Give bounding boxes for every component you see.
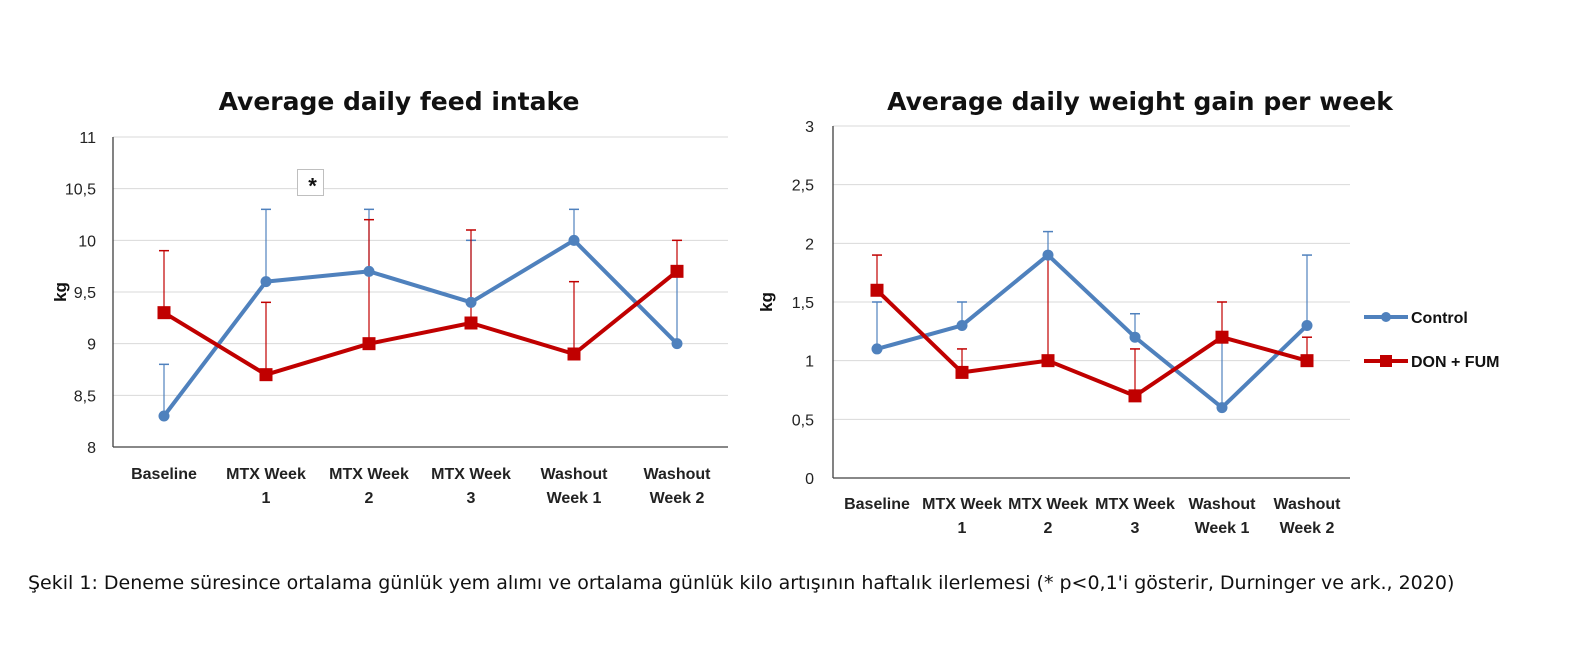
legend-marker: [1381, 312, 1391, 322]
y-tick-label: 0,5: [792, 412, 814, 429]
data-point: [157, 306, 171, 320]
x-tick-label: Washout: [541, 466, 609, 483]
series-line-control: [162, 238, 679, 418]
x-tick-label: 2: [365, 490, 374, 507]
data-point: [363, 265, 375, 277]
error-bars: [159, 208, 682, 416]
x-tick-label: Washout: [1189, 496, 1257, 513]
x-tick-label: Washout: [644, 466, 712, 483]
y-tick-label: 2,5: [792, 178, 814, 195]
x-tick-label: 1: [262, 490, 271, 507]
x-tick-label: 2: [1044, 520, 1053, 537]
y-axis-label: kg: [51, 282, 70, 302]
x-tick-label: MTX Week: [1095, 496, 1175, 513]
x-tick-label: Baseline: [131, 466, 197, 483]
y-tick-label: 3: [805, 119, 814, 136]
error-bars: [872, 230, 1312, 408]
x-tick-label: 3: [467, 490, 476, 507]
legend: Control DON + FUM: [1364, 310, 1499, 371]
x-tick-labels: Baseline MTX Week 1 MTX Week 2 MTX Week 3 Washo…: [131, 466, 711, 507]
grid-lines: [112, 136, 728, 448]
chart-title: Average daily weight gain per week: [887, 87, 1394, 116]
x-tick-label: MTX Week: [226, 466, 306, 483]
significance-marker: *: [308, 174, 317, 199]
data-point: [1042, 249, 1054, 261]
x-tick-label: 1: [958, 520, 967, 537]
y-tick-labels: 0 0,5 1 1,5 2 2,5 3: [792, 119, 814, 488]
data-point: [465, 296, 477, 308]
data-point: [1300, 354, 1314, 368]
legend-label: DON + FUM: [1411, 354, 1499, 371]
y-tick-label: 1,5: [792, 295, 814, 312]
x-tick-label: MTX Week: [431, 466, 511, 483]
chart-title: Average daily feed intake: [219, 87, 580, 116]
y-axis-label: kg: [757, 292, 776, 312]
data-point: [1041, 354, 1055, 368]
data-point: [260, 276, 272, 288]
annotation-box: [297, 169, 324, 196]
series-line-control: [876, 253, 1309, 410]
y-tick-label: 8: [87, 440, 96, 457]
x-tick-label: Washout: [1274, 496, 1342, 513]
data-point: [955, 365, 969, 379]
y-tick-label: 11: [79, 130, 96, 147]
series-line-don-fum: [162, 269, 679, 377]
data-point: [671, 338, 683, 350]
annotations: *: [297, 169, 324, 199]
x-tick-label: MTX Week: [1008, 496, 1088, 513]
y-tick-label: 9,5: [74, 285, 96, 302]
x-tick-label: Week 2: [650, 490, 705, 507]
y-tick-labels: 8 8,5 9 9,5 10 10,5 11: [65, 130, 96, 457]
data-point: [1215, 330, 1229, 344]
series-lines: [870, 249, 1314, 414]
data-point: [1128, 389, 1142, 403]
feed-intake-chart: Average daily feed intake 8 8,5 9 9,5 10 10,5…: [51, 87, 728, 507]
x-tick-label: Week 2: [1280, 520, 1335, 537]
y-tick-label: 2: [805, 236, 814, 253]
y-tick-label: 10,5: [65, 182, 96, 199]
y-tick-label: 8,5: [74, 388, 96, 405]
data-point: [568, 234, 580, 246]
data-point: [567, 347, 581, 361]
data-point: [870, 283, 884, 297]
series-lines: [157, 234, 684, 422]
data-point: [956, 319, 968, 331]
series-line-don-fum: [875, 288, 1308, 398]
y-tick-label: 9: [87, 337, 96, 354]
legend-marker: [1380, 355, 1392, 367]
figure-caption: Şekil 1: Deneme süresince ortalama günlü…: [28, 572, 1455, 594]
x-tick-label: 3: [1131, 520, 1140, 537]
y-tick-label: 10: [78, 233, 96, 250]
x-tick-labels: Baseline MTX Week 1 MTX Week 2 MTX Week 3 Washo…: [844, 496, 1341, 537]
data-point: [871, 343, 883, 355]
data-point: [1301, 319, 1313, 331]
y-tick-label: 1: [805, 354, 814, 371]
data-point: [158, 410, 170, 422]
x-tick-label: Baseline: [844, 496, 910, 513]
data-point: [464, 316, 478, 330]
x-tick-label: Week 1: [547, 490, 602, 507]
x-tick-label: MTX Week: [329, 466, 409, 483]
grid-lines: [832, 125, 1350, 479]
x-tick-label: Week 1: [1195, 520, 1250, 537]
data-point: [670, 264, 684, 278]
data-point: [1216, 402, 1228, 414]
x-tick-label: MTX Week: [922, 496, 1002, 513]
data-point: [362, 337, 376, 351]
data-point: [259, 368, 273, 382]
legend-label: Control: [1411, 310, 1468, 327]
weight-gain-chart: Average daily weight gain per week 0 0,5 1…: [757, 87, 1499, 537]
y-tick-label: 0: [805, 471, 814, 488]
data-point: [1129, 331, 1141, 343]
